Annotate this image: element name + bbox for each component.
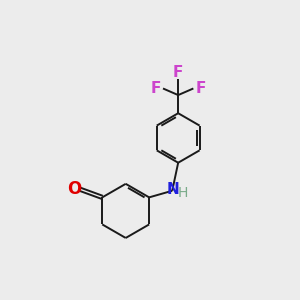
Text: O: O xyxy=(67,180,81,198)
Text: H: H xyxy=(178,186,188,200)
Text: F: F xyxy=(195,81,206,96)
Text: N: N xyxy=(167,182,180,197)
Text: F: F xyxy=(173,65,183,80)
Text: F: F xyxy=(151,81,161,96)
